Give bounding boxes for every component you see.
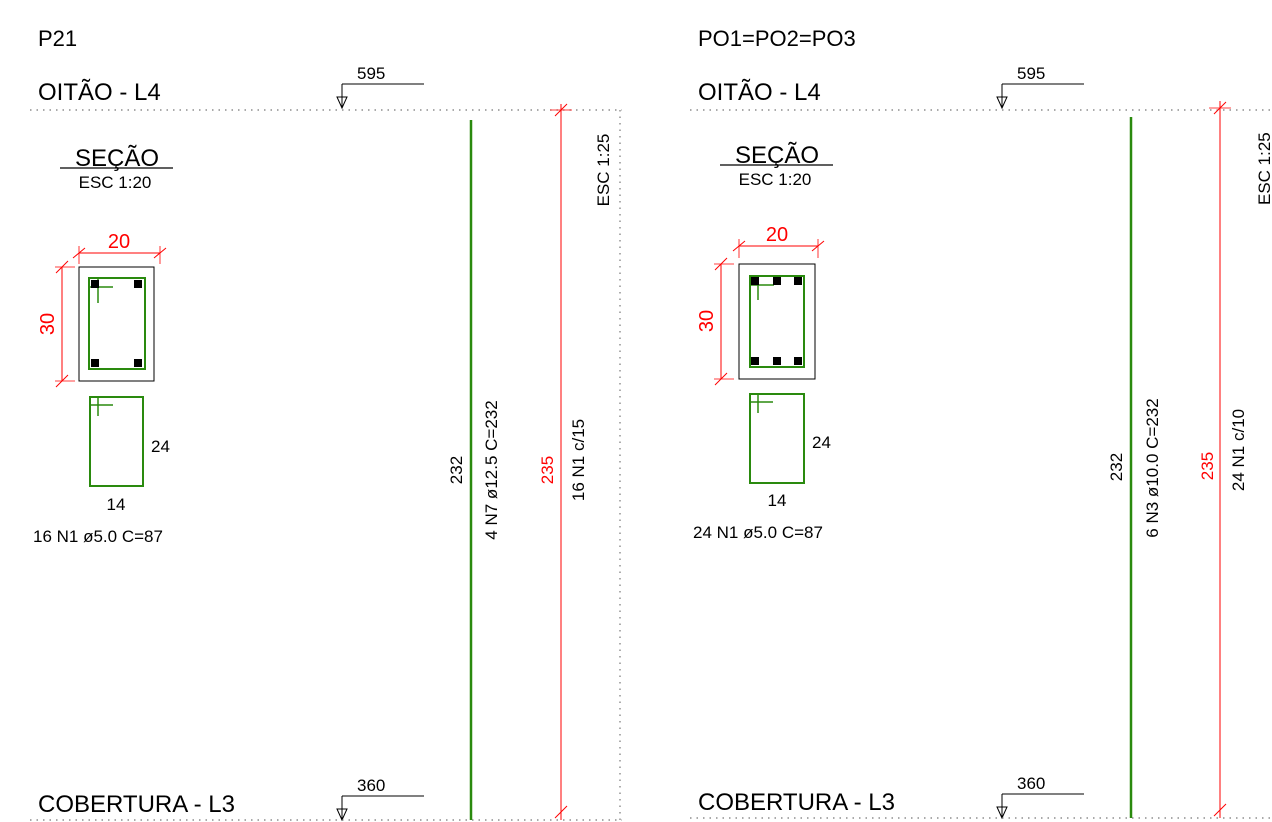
bottom-level-elevation: 360 [1017, 774, 1045, 793]
height-dimension: 235 24 N1 c/10 [1198, 101, 1248, 818]
section-scale: ESC 1:20 [79, 173, 152, 192]
long-bar-length: 232 [1107, 453, 1126, 481]
top-level-label: OITÃO - L4 [38, 79, 161, 106]
section-width-dim: 20 [766, 224, 788, 246]
section-height-dim: 30 [37, 313, 59, 335]
section-stirrup [88, 277, 146, 370]
rebar-dot [91, 280, 99, 288]
rebar-dot [134, 280, 142, 288]
stirrup-spacing: 16 N1 c/15 [569, 419, 588, 501]
bottom-level-marker: 360 [996, 774, 1084, 820]
column-section: 20 30 [37, 231, 167, 388]
height-dimension: 235 16 N1 c/15 [538, 103, 588, 820]
bottom-level-label: COBERTURA - L3 [38, 791, 235, 818]
panel-p21: P21 OITÃO - L4 595 COBERTURA - L3 360 SE… [30, 26, 622, 822]
stirrup-label: 16 N1 ø5.0 C=87 [33, 527, 163, 546]
panel-title: PO1=PO2=PO3 [698, 26, 856, 51]
elevation-scale: ESC 1:25 [1255, 132, 1272, 205]
panel-title: P21 [38, 26, 77, 51]
rebar-dot [773, 277, 781, 285]
column-section: 20 30 [696, 224, 825, 386]
stirrup-width: 14 [768, 491, 787, 510]
stirrup-detail: 24 14 24 N1 ø5.0 C=87 [693, 393, 831, 542]
bottom-level-elevation: 360 [357, 776, 385, 795]
rebar-dot [794, 277, 802, 285]
stirrup-label: 24 N1 ø5.0 C=87 [693, 523, 823, 542]
longitudinal-bar: 232 4 N7 ø12.5 C=232 [447, 120, 501, 820]
bottom-level-marker: 360 [336, 776, 424, 822]
rebar-dot [794, 357, 802, 365]
longitudinal-bar: 232 6 N3 ø10.0 C=232 [1107, 117, 1162, 818]
bottom-level-label: COBERTURA - L3 [698, 789, 895, 816]
rebar-dot [751, 277, 759, 285]
long-bar-length: 232 [447, 456, 466, 484]
elevation-scale: ESC 1:25 [594, 134, 613, 207]
top-level-marker: 595 [996, 64, 1084, 110]
stirrup-height: 24 [151, 437, 170, 456]
stirrup-detail: 24 14 16 N1 ø5.0 C=87 [33, 396, 170, 546]
concrete-outline [738, 263, 816, 380]
elevation-dim-height: 235 [538, 456, 557, 484]
elevation-dim-height: 235 [1198, 452, 1217, 480]
stirrup-height: 24 [812, 433, 831, 452]
long-bar-label: 4 N7 ø12.5 C=232 [482, 400, 501, 539]
section-height-dim: 30 [696, 310, 718, 332]
top-level-label: OITÃO - L4 [698, 79, 821, 106]
panel-po1-po2-po3: PO1=PO2=PO3 OITÃO - L4 595 COBERTURA - L… [690, 26, 1272, 820]
concrete-outline [78, 266, 155, 382]
top-level-elevation: 595 [1017, 64, 1045, 83]
stirrup-width: 14 [107, 495, 126, 514]
section-stirrup [749, 275, 805, 368]
long-bar-label: 6 N3 ø10.0 C=232 [1143, 398, 1162, 537]
rebar-dot [134, 359, 142, 367]
stirrup-spacing: 24 N1 c/10 [1229, 409, 1248, 491]
top-level-elevation: 595 [357, 64, 385, 83]
section-scale: ESC 1:20 [739, 170, 812, 189]
top-level-marker: 595 [336, 64, 424, 110]
rebar-dot [751, 357, 759, 365]
rebar-dot [91, 359, 99, 367]
section-width-dim: 20 [108, 231, 130, 253]
rebar-dot [773, 357, 781, 365]
